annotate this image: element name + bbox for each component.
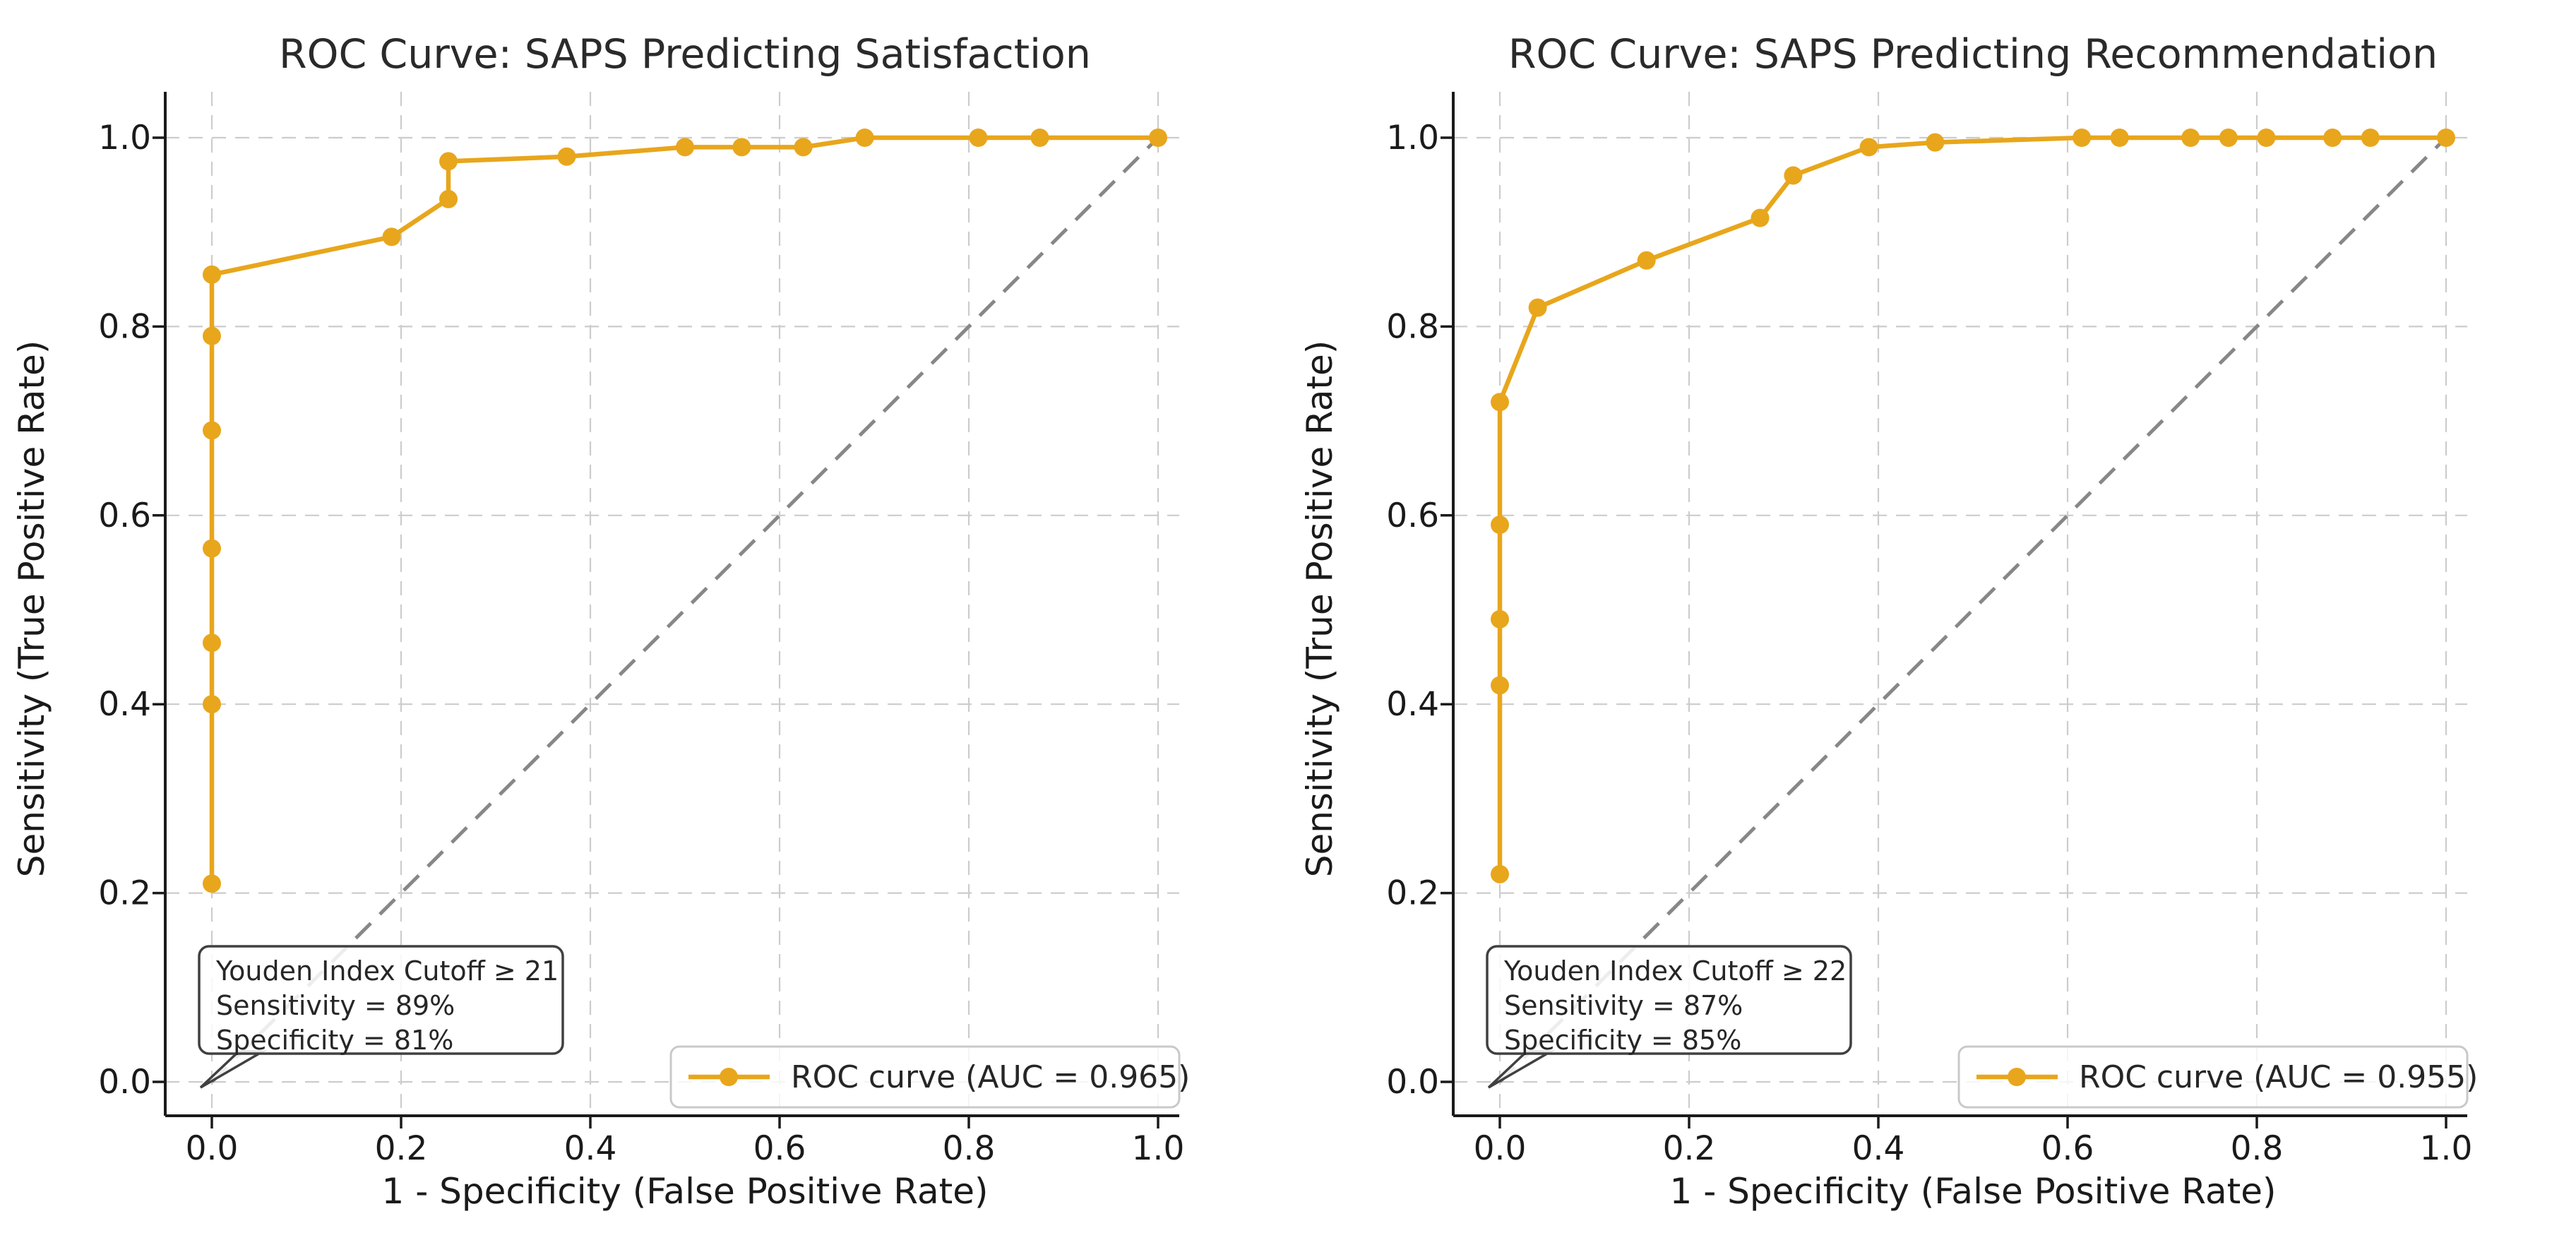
roc-data-point	[1491, 676, 1509, 695]
y-axis-label: Sensitivity (True Positive Rate)	[11, 340, 52, 878]
roc-data-point	[203, 421, 221, 440]
annotation-line-cutoff: Youden Index Cutoff ≥ 22	[1503, 955, 1847, 987]
roc-data-point	[676, 138, 694, 157]
roc-curve-line	[1497, 135, 2449, 877]
annotation-line-specificity: Specificity = 85%	[1504, 1025, 1741, 1056]
y-tick-label: 0.8	[98, 307, 151, 346]
x-axis-label: 1 - Specificity (False Positive Rate)	[1670, 1171, 2277, 1212]
annotation-line-specificity: Specificity = 81%	[216, 1025, 453, 1056]
y-tick-label: 0.2	[98, 874, 151, 913]
y-tick-label: 0.0	[1386, 1063, 1439, 1102]
x-tick-label: 0.6	[753, 1129, 806, 1168]
plot-render-layer: 0.0 0.2 0.4 0.6 0.8 1.0 0.0 0.2 0.4 0.6 0.8 1.0	[98, 92, 1184, 1168]
roc-data-point	[2257, 129, 2276, 147]
x-axis-label: 1 - Specificity (False Positive Rate)	[382, 1171, 989, 1212]
roc-data-point	[1491, 609, 1509, 629]
y-tick-label: 0.6	[98, 496, 151, 535]
chance-diagonal-line	[210, 136, 1159, 1083]
annotation-line-sensitivity: Sensitivity = 87%	[1504, 990, 1743, 1021]
y-tick-label: 0.8	[1386, 307, 1439, 346]
y-tick-label: 0.4	[1386, 685, 1439, 724]
roc-plot-recommendation: 0.0 0.2 0.4 0.6 0.8 1.0 0.0 0.2 0.4 0.6 0.8 1.0 ROC…	[1299, 31, 2478, 1212]
plot-title: ROC Curve: SAPS Predicting Recommendatio…	[1508, 31, 2438, 78]
panel-satisfaction: 0.0 0.2 0.4 0.6 0.8 1.0 0.0 0.2 0.4 0.6 0.8 1.0 ROC…	[11, 31, 1190, 1212]
y-axis-label: Sensitivity (True Positive Rate)	[1299, 340, 1340, 878]
x-tick-label: 0.8	[2231, 1129, 2284, 1168]
panel-recommendation: 0.0 0.2 0.4 0.6 0.8 1.0 0.0 0.2 0.4 0.6 0.8 1.0 ROC…	[1288, 0, 2576, 1233]
y-tick-label: 0.4	[98, 685, 151, 724]
roc-data-point	[1751, 208, 1770, 227]
roc-data-point	[2073, 129, 2092, 147]
roc-data-point	[855, 129, 874, 147]
x-tick-label: 1.0	[2420, 1129, 2473, 1168]
x-tick-label: 0.0	[186, 1129, 239, 1168]
roc-data-point	[203, 874, 221, 893]
y-tick-label: 1.0	[98, 119, 151, 157]
roc-data-point	[2323, 129, 2342, 147]
legend-sample-marker	[2008, 1068, 2026, 1086]
x-tick-label: 0.0	[1474, 1129, 1527, 1168]
youden-annotation: Youden Index Cutoff ≥ 22 Sensitivity = 8…	[1486, 945, 1852, 1089]
roc-data-point	[439, 152, 458, 171]
annotation-line-cutoff: Youden Index Cutoff ≥ 21	[215, 955, 559, 987]
roc-data-point	[2219, 129, 2238, 147]
x-tick-label: 1.0	[1132, 1129, 1185, 1168]
roc-data-point	[2110, 129, 2129, 147]
roc-data-point	[203, 695, 221, 714]
roc-data-point	[439, 189, 458, 208]
roc-data-point	[203, 539, 221, 558]
plot-title: ROC Curve: SAPS Predicting Satisfaction	[279, 31, 1091, 78]
roc-data-point	[2361, 129, 2380, 147]
chance-diagonal-line	[1498, 136, 2447, 1083]
annotation-box	[1486, 945, 1852, 1055]
y-tick-label: 0.2	[1386, 874, 1439, 913]
roc-curve-line	[209, 135, 1161, 886]
x-tick-label: 0.4	[564, 1129, 617, 1168]
x-tick-label: 0.2	[375, 1129, 428, 1168]
x-tick-label: 0.8	[943, 1129, 996, 1168]
legend-sample-marker	[720, 1068, 738, 1086]
annotation-callout-tail	[1487, 1050, 1556, 1089]
x-tick-label: 0.6	[2041, 1129, 2094, 1168]
roc-data-point	[2181, 129, 2200, 147]
roc-data-point	[1491, 393, 1509, 412]
youden-annotation: Youden Index Cutoff ≥ 21 Sensitivity = 8…	[198, 945, 564, 1089]
y-tick-label: 1.0	[1386, 119, 1439, 157]
roc-data-point	[1491, 516, 1509, 535]
y-tick-label: 0.6	[1386, 496, 1439, 535]
legend-label: ROC curve (AUC = 0.965)	[791, 1059, 1190, 1095]
roc-data-point	[1149, 129, 1167, 147]
roc-data-point	[969, 129, 988, 147]
legend: ROC curve (AUC = 0.965)	[669, 1045, 1190, 1109]
x-tick-label: 0.2	[1663, 1129, 1716, 1168]
roc-data-point	[1637, 251, 1656, 270]
legend-label: ROC curve (AUC = 0.955)	[2079, 1059, 2478, 1095]
y-tick-label: 0.0	[98, 1063, 151, 1102]
legend-box	[669, 1045, 1181, 1109]
roc-data-point	[1926, 133, 1945, 152]
roc-data-point	[203, 633, 221, 653]
roc-data-point	[1859, 138, 1878, 157]
roc-data-point	[794, 138, 813, 157]
legend: ROC curve (AUC = 0.955)	[1957, 1045, 2478, 1109]
roc-data-point	[203, 265, 221, 284]
roc-data-point	[2437, 129, 2455, 147]
roc-plot-satisfaction: 0.0 0.2 0.4 0.6 0.8 1.0 0.0 0.2 0.4 0.6 0.8 1.0 ROC…	[11, 31, 1190, 1212]
roc-data-point	[1528, 298, 1547, 317]
legend-box	[1957, 1045, 2469, 1109]
roc-data-point	[1784, 166, 1803, 185]
roc-data-point	[1491, 864, 1509, 883]
x-tick-label: 0.4	[1852, 1129, 1905, 1168]
plot-render-layer: 0.0 0.2 0.4 0.6 0.8 1.0 0.0 0.2 0.4 0.6 0.8 1.0	[1386, 92, 2472, 1168]
annotation-box	[198, 945, 564, 1055]
annotation-line-sensitivity: Sensitivity = 89%	[216, 990, 455, 1021]
roc-data-point	[203, 326, 221, 345]
roc-data-point	[732, 138, 751, 157]
roc-data-point	[1030, 129, 1049, 147]
annotation-callout-tail	[199, 1050, 268, 1089]
roc-data-point	[557, 147, 576, 166]
roc-data-point	[382, 227, 401, 246]
